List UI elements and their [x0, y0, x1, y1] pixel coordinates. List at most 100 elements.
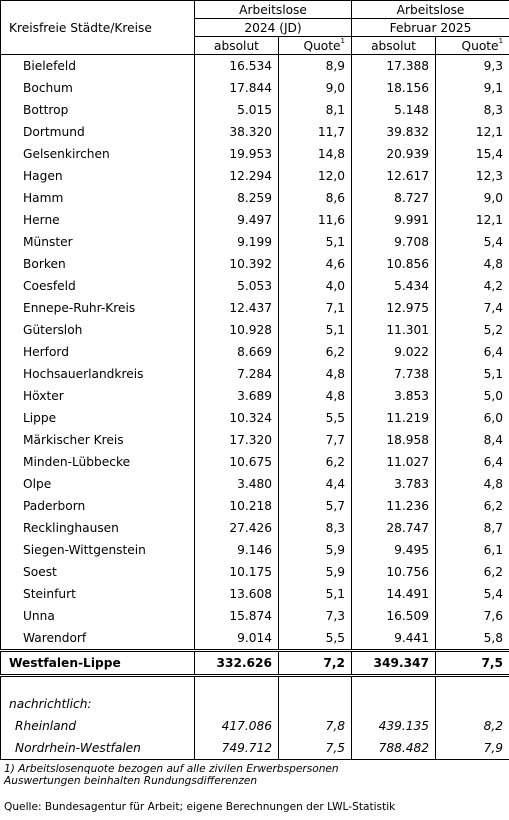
value-quote-2024: 11,7: [278, 121, 353, 143]
period-header-2024: 2024 (JD): [194, 18, 353, 37]
value-absolut-2025: 9.022: [351, 341, 437, 363]
value-absolut-2025: 18.958: [351, 429, 437, 451]
region-name: Coesfeld: [0, 275, 195, 297]
value-absolut-2024: 8.669: [194, 341, 279, 363]
value-absolut-2024: 10.175: [194, 561, 279, 583]
value-absolut-2025: 11.301: [351, 319, 437, 341]
value-quote-2024: 5,1: [278, 231, 353, 253]
value-absolut-2024: 417.086: [194, 715, 279, 737]
table-row: Unna 15.874 7,3 16.509 7,6: [0, 605, 509, 627]
value-quote-2025: 12,3: [435, 165, 509, 187]
region-name: Rheinland: [0, 715, 195, 737]
value-quote-2025: 6,0: [435, 407, 509, 429]
value-absolut-2024: 17.320: [194, 429, 279, 451]
value-absolut-2024: 5.053: [194, 275, 279, 297]
region-name: Ennepe-Ruhr-Kreis: [0, 297, 195, 319]
value-absolut-2025: 10.756: [351, 561, 437, 583]
table-row: Herne 9.497 11,6 9.991 12,1: [0, 209, 509, 231]
source-line: Quelle: Bundesagentur für Arbeit; eigene…: [4, 801, 396, 813]
value-absolut-2025: 9.441: [351, 627, 437, 651]
table-row: Hagen 12.294 12,0 12.617 12,3: [0, 165, 509, 187]
memo-row: Nordrhein-Westfalen 749.712 7,5 788.482 7,9: [0, 737, 509, 760]
value-absolut-2024: 10.928: [194, 319, 279, 341]
value-quote-2025: 5,4: [435, 231, 509, 253]
value-quote-2024: 4,0: [278, 275, 353, 297]
value-quote-2024: 11,6: [278, 209, 353, 231]
value-quote-2024: 4,4: [278, 473, 353, 495]
value-quote-2025: 9,1: [435, 77, 509, 99]
value-quote-2024: 8,3: [278, 517, 353, 539]
region-name: Gelsenkirchen: [0, 143, 195, 165]
value-quote-2025: 12,1: [435, 209, 509, 231]
table-row: Dortmund 38.320 11,7 39.832 12,1: [0, 121, 509, 143]
value-quote-2024: 6,2: [278, 341, 353, 363]
value-absolut-2025: 9.495: [351, 539, 437, 561]
col-quote-2025: Quote1: [435, 36, 509, 55]
value-absolut-2024: 16.534: [194, 54, 279, 77]
value-absolut-2025: 16.509: [351, 605, 437, 627]
region-name: Nordrhein-Westfalen: [0, 737, 195, 760]
region-name: Warendorf: [0, 627, 195, 651]
value-absolut-2025: 18.156: [351, 77, 437, 99]
value-quote-2024: 7,1: [278, 297, 353, 319]
value-absolut-2024: 749.712: [194, 737, 279, 760]
value-absolut-2024: 3.480: [194, 473, 279, 495]
value-quote-2024: 8,1: [278, 99, 353, 121]
empty-cell: [194, 693, 279, 715]
value-absolut-2025: 5.148: [351, 99, 437, 121]
value-quote-2025: 7,5: [435, 649, 509, 677]
value-quote-2025: 5,1: [435, 363, 509, 385]
value-quote-2025: 8,2: [435, 715, 509, 737]
value-absolut-2025: 12.975: [351, 297, 437, 319]
region-name: Gütersloh: [0, 319, 195, 341]
value-absolut-2024: 9.199: [194, 231, 279, 253]
value-absolut-2024: 7.284: [194, 363, 279, 385]
value-quote-2025: 5,8: [435, 627, 509, 651]
value-absolut-2024: 12.437: [194, 297, 279, 319]
value-absolut-2025: 20.939: [351, 143, 437, 165]
value-quote-2024: 7,7: [278, 429, 353, 451]
region-name: Lippe: [0, 407, 195, 429]
value-absolut-2025: 12.617: [351, 165, 437, 187]
region-name: Steinfurt: [0, 583, 195, 605]
value-quote-2024: 7,5: [278, 737, 353, 760]
value-quote-2025: 15,4: [435, 143, 509, 165]
value-absolut-2025: 3.783: [351, 473, 437, 495]
footnote-1: 1) Arbeitslosenquote bezogen auf alle zi…: [4, 763, 339, 775]
value-absolut-2024: 5.015: [194, 99, 279, 121]
value-quote-2025: 7,6: [435, 605, 509, 627]
table-row: Borken 10.392 4,6 10.856 4,8: [0, 253, 509, 275]
value-absolut-2024: 332.626: [194, 649, 279, 677]
value-quote-2025: 5,2: [435, 319, 509, 341]
footnote-2: Auswertungen beinhalten Rundungsdifferen…: [4, 775, 258, 787]
table-row: Herford 8.669 6,2 9.022 6,4: [0, 341, 509, 363]
value-quote-2025: 7,4: [435, 297, 509, 319]
table-row: Siegen-Wittgenstein 9.146 5,9 9.495 6,1: [0, 539, 509, 561]
table-row: Bochum 17.844 9,0 18.156 9,1: [0, 77, 509, 99]
value-quote-2024: 5,9: [278, 539, 353, 561]
value-absolut-2024: 9.146: [194, 539, 279, 561]
value-absolut-2025: 8.727: [351, 187, 437, 209]
value-absolut-2025: 14.491: [351, 583, 437, 605]
table-row: Soest 10.175 5,9 10.756 6,2: [0, 561, 509, 583]
memo-label-row: nachrichtlich:: [0, 693, 509, 715]
table-row: Minden-Lübbecke 10.675 6,2 11.027 6,4: [0, 451, 509, 473]
region-name: Siegen-Wittgenstein: [0, 539, 195, 561]
value-absolut-2024: 38.320: [194, 121, 279, 143]
value-absolut-2024: 13.608: [194, 583, 279, 605]
memo-row: Rheinland 417.086 7,8 439.135 8,2: [0, 715, 509, 737]
value-quote-2025: 5,4: [435, 583, 509, 605]
value-absolut-2024: 10.392: [194, 253, 279, 275]
value-quote-2024: 4,6: [278, 253, 353, 275]
region-name: Unna: [0, 605, 195, 627]
group-header-2025: Arbeitslose: [351, 0, 509, 19]
value-absolut-2024: 10.324: [194, 407, 279, 429]
value-absolut-2024: 10.675: [194, 451, 279, 473]
value-quote-2025: 12,1: [435, 121, 509, 143]
region-name: Recklinghausen: [0, 517, 195, 539]
value-absolut-2024: 12.294: [194, 165, 279, 187]
value-quote-2025: 5,0: [435, 385, 509, 407]
value-absolut-2024: 8.259: [194, 187, 279, 209]
region-name: Bochum: [0, 77, 195, 99]
region-name: Westfalen-Lippe: [0, 649, 195, 677]
